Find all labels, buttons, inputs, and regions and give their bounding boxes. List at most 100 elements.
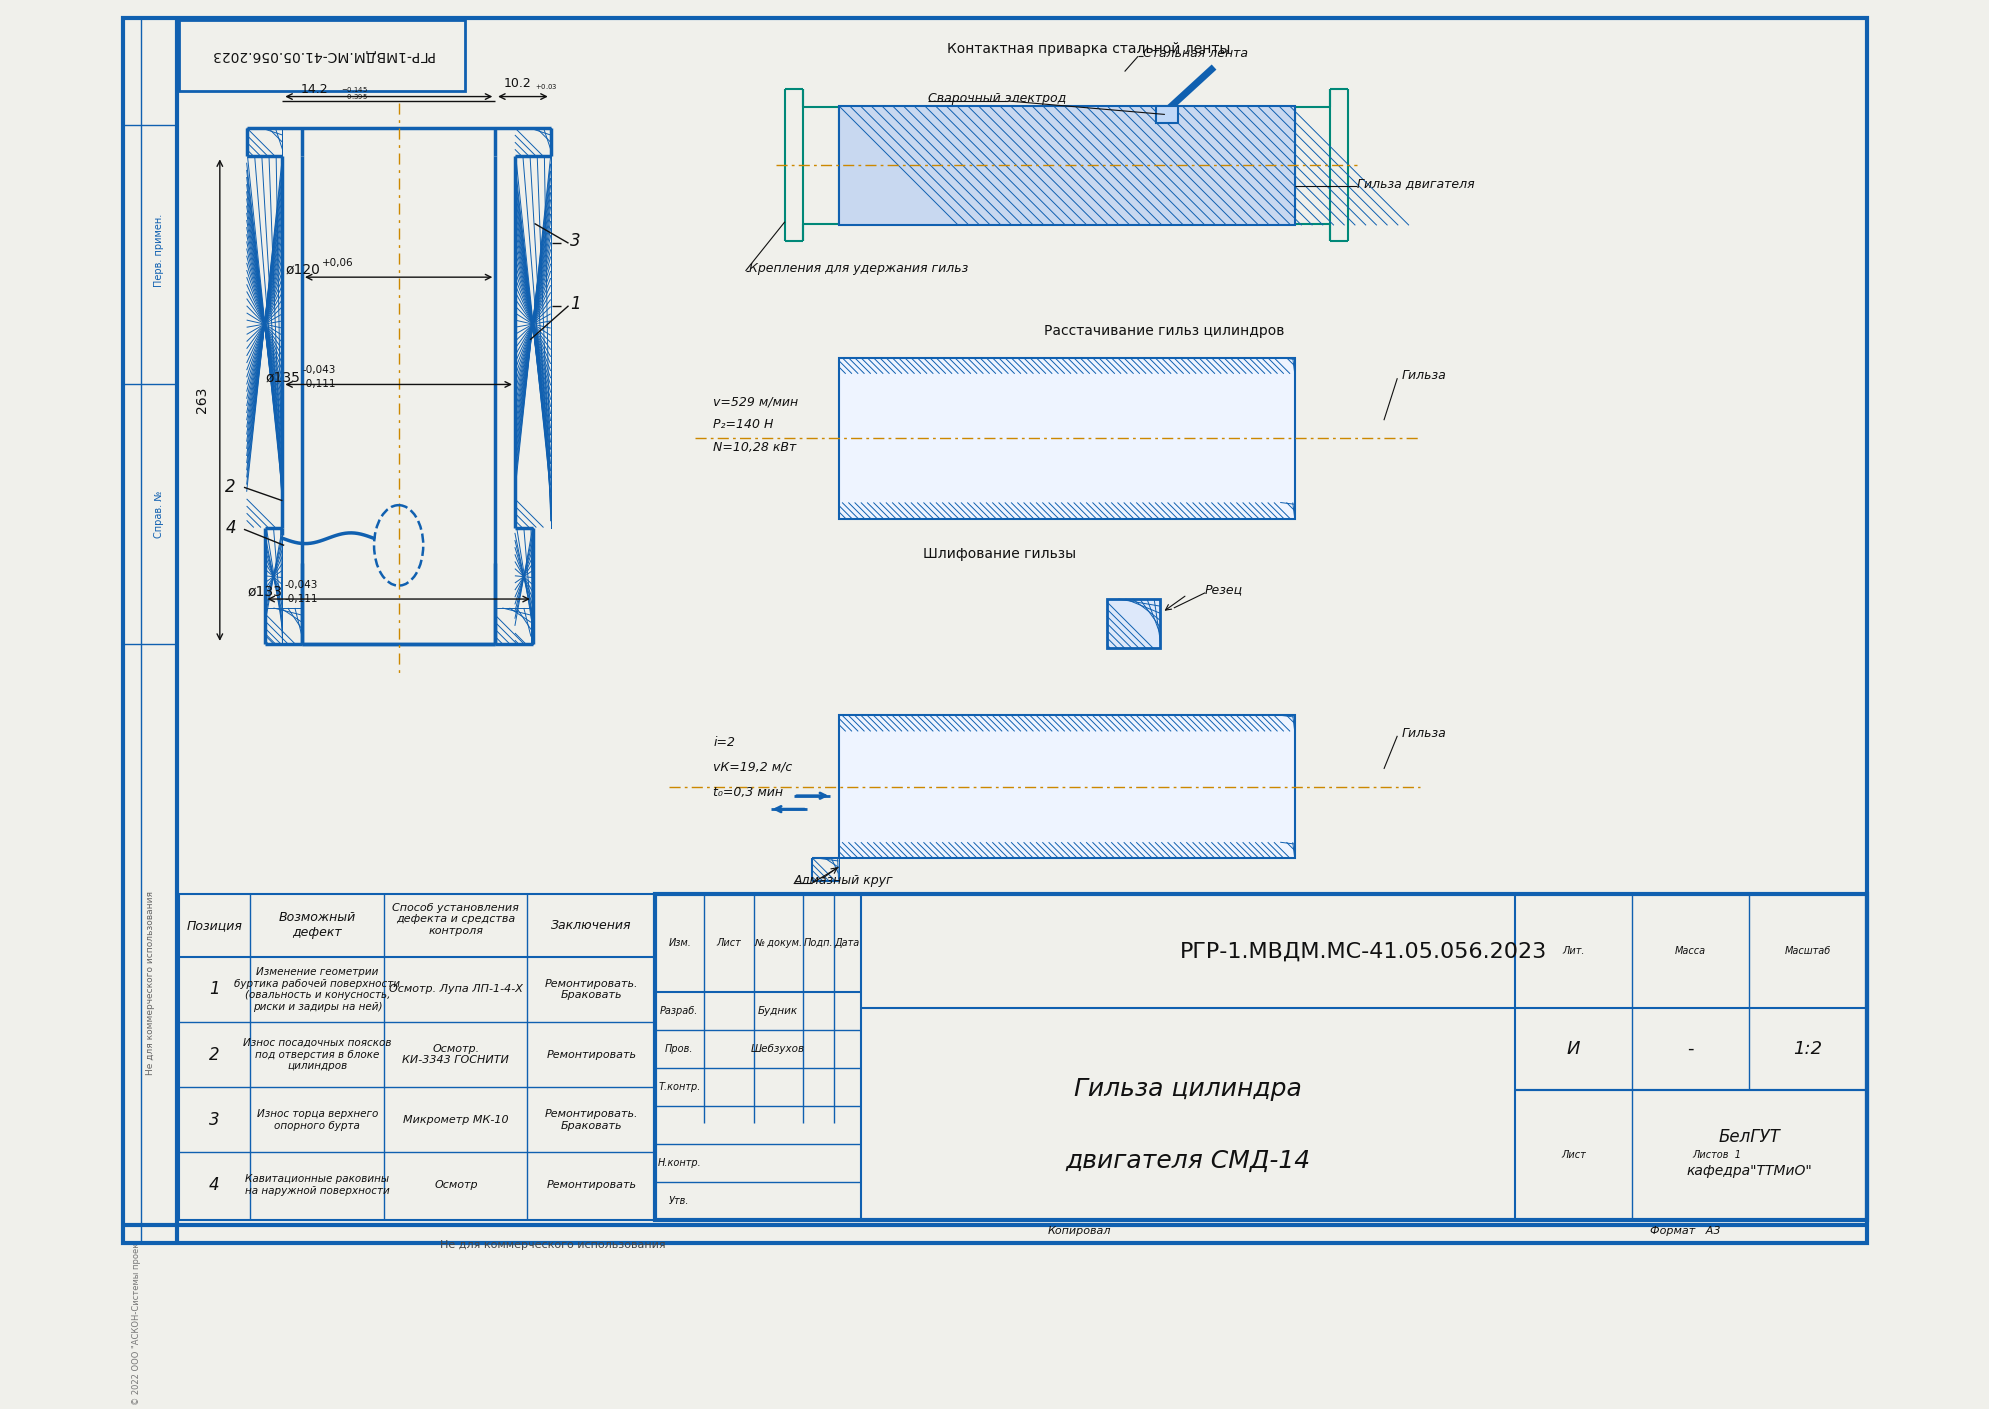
Text: 1:2: 1:2 xyxy=(1792,1040,1822,1058)
Text: $^{+0.03}$: $^{+0.03}$ xyxy=(535,85,557,94)
Polygon shape xyxy=(1347,738,1382,836)
Text: -0,111: -0,111 xyxy=(302,379,336,389)
Text: Гильза: Гильза xyxy=(1400,727,1446,740)
Text: i=2: i=2 xyxy=(712,735,736,748)
Text: 3: 3 xyxy=(209,1110,219,1129)
Text: ø133: ø133 xyxy=(247,585,282,599)
Text: Подп.: Подп. xyxy=(804,938,833,948)
Text: 3: 3 xyxy=(571,232,581,251)
Text: Лит.: Лит. xyxy=(1561,947,1583,957)
Text: 10.2: 10.2 xyxy=(503,76,531,90)
Text: Способ установления
дефекта и средства
контроля: Способ установления дефекта и средства к… xyxy=(392,903,519,936)
Bar xyxy=(837,716,1295,858)
Text: Осмотр.
КИ-3343 ГОСНИТИ: Осмотр. КИ-3343 ГОСНИТИ xyxy=(402,1044,509,1065)
Polygon shape xyxy=(784,373,829,503)
Text: Шлифование гильзы: Шлифование гильзы xyxy=(923,547,1076,561)
Text: Возможный
дефект: Возможный дефект xyxy=(278,912,356,940)
Text: Справ. №: Справ. № xyxy=(153,490,163,538)
Polygon shape xyxy=(1303,373,1347,503)
Text: Сварочный электрод: Сварочный электрод xyxy=(927,92,1066,104)
Text: 263: 263 xyxy=(195,387,209,413)
Text: Крепления для удержания гильз: Крепления для удержания гильз xyxy=(748,262,969,275)
Text: Гильза двигателя: Гильза двигателя xyxy=(1356,176,1474,190)
Text: РГР-1МВДМ.МС-41.05.056.2023: РГР-1МВДМ.МС-41.05.056.2023 xyxy=(209,48,434,62)
Text: двигателя СМД-14: двигателя СМД-14 xyxy=(1064,1148,1309,1174)
Text: v=529 м/мин: v=529 м/мин xyxy=(712,396,798,409)
Bar xyxy=(179,895,654,1220)
Text: Будник: Будник xyxy=(758,1006,798,1016)
Text: $^{-0.145}_{-0.395}$: $^{-0.145}_{-0.395}$ xyxy=(340,86,368,103)
Text: Заключения: Заключения xyxy=(551,919,631,931)
Text: Микрометр МК-10: Микрометр МК-10 xyxy=(404,1115,509,1124)
Text: P₂=140 Н: P₂=140 Н xyxy=(712,418,774,431)
Polygon shape xyxy=(748,380,784,496)
Text: Ремонтировать.
Браковать: Ремонтировать. Браковать xyxy=(545,978,638,1000)
Text: № докум.: № докум. xyxy=(754,938,802,948)
Text: Износ посадочных поясков
под отверстия в блоке
цилиндров: Износ посадочных поясков под отверстия в… xyxy=(243,1038,392,1071)
Text: Контактная приварка стальной ленты: Контактная приварка стальной ленты xyxy=(947,42,1229,56)
Text: Н.контр.: Н.контр. xyxy=(656,1158,700,1168)
Text: Масса: Масса xyxy=(1675,947,1705,957)
Text: Резец: Резец xyxy=(1205,583,1243,596)
Text: Лист: Лист xyxy=(1559,1150,1585,1160)
Text: Алмазный круг: Алмазный круг xyxy=(794,874,893,888)
Text: Лист: Лист xyxy=(716,938,742,948)
Text: Т.контр.: Т.контр. xyxy=(658,1082,700,1092)
Text: Расстачивание гильз цилиндров: Расстачивание гильз цилиндров xyxy=(1044,324,1285,338)
Text: t₀=0,3 мин: t₀=0,3 мин xyxy=(712,786,784,799)
Polygon shape xyxy=(748,738,784,836)
Text: 14.2: 14.2 xyxy=(300,83,328,96)
Polygon shape xyxy=(1303,731,1347,843)
Text: И: И xyxy=(1565,1040,1579,1058)
Text: РГР-1.МВДМ.МС-41.05.056.2023: РГР-1.МВДМ.МС-41.05.056.2023 xyxy=(1179,941,1547,961)
Text: N=10,28 кВт: N=10,28 кВт xyxy=(712,441,796,454)
Text: Гильза: Гильза xyxy=(1400,369,1446,382)
Text: Утв.: Утв. xyxy=(668,1196,690,1206)
Text: -: - xyxy=(1687,1040,1693,1058)
Text: Износ торца верхнего
опорного бурта: Износ торца верхнего опорного бурта xyxy=(257,1109,378,1130)
Text: Дата: Дата xyxy=(835,938,859,948)
Text: -0,043: -0,043 xyxy=(302,365,336,375)
Text: ø120: ø120 xyxy=(284,263,320,278)
Text: Масштаб: Масштаб xyxy=(1784,947,1830,957)
Text: Осмотр. Лупа ЛП-1-4-Х: Осмотр. Лупа ЛП-1-4-Х xyxy=(388,985,523,995)
Text: 2: 2 xyxy=(225,478,237,496)
Text: ø135: ø135 xyxy=(265,371,300,385)
Bar xyxy=(1156,106,1177,124)
Text: Не для коммерческого использования: Не для коммерческого использования xyxy=(440,1240,664,1250)
Text: БелГУТ: БелГУТ xyxy=(1718,1129,1780,1147)
Bar xyxy=(837,106,1295,225)
Text: 4: 4 xyxy=(225,519,237,537)
Text: Копировал: Копировал xyxy=(1046,1226,1110,1236)
Text: 2: 2 xyxy=(209,1045,219,1064)
Text: Осмотр: Осмотр xyxy=(434,1181,477,1191)
Text: 1: 1 xyxy=(571,294,581,313)
Text: Не для коммерческого использования: Не для коммерческого использования xyxy=(145,892,155,1075)
Bar xyxy=(837,358,1295,519)
Text: Позиция: Позиция xyxy=(187,919,243,931)
Text: Листов  1: Листов 1 xyxy=(1691,1150,1740,1160)
Text: кафедра"ТТМиО": кафедра"ТТМиО" xyxy=(1685,1164,1812,1178)
Text: Изменение геометрии
буртика рабочей поверхности
(овальность и конусность,
риски : Изменение геометрии буртика рабочей пове… xyxy=(235,967,400,1012)
Bar xyxy=(654,895,1866,1220)
Text: Формат   А3: Формат А3 xyxy=(1649,1226,1718,1236)
Text: 4: 4 xyxy=(209,1177,219,1193)
Text: © 2022 ООО "АСКОН-Системы проектирования" Россия Все права защищены: © 2022 ООО "АСКОН-Системы проектирования… xyxy=(131,1062,141,1405)
Text: Кавитационные раковины
на наружной поверхности: Кавитационные раковины на наружной повер… xyxy=(245,1174,390,1196)
Text: Гильза цилиндра: Гильза цилиндра xyxy=(1074,1076,1301,1100)
Text: -0,111: -0,111 xyxy=(284,595,318,604)
Text: -0,043: -0,043 xyxy=(284,579,318,590)
Text: Разраб.: Разраб. xyxy=(660,1006,698,1016)
Polygon shape xyxy=(1347,380,1382,496)
Polygon shape xyxy=(784,731,829,843)
Text: Ремонтировать: Ремонтировать xyxy=(547,1050,636,1060)
Text: vК=19,2 м/с: vК=19,2 м/с xyxy=(712,761,792,774)
Text: Ремонтировать.
Браковать: Ремонтировать. Браковать xyxy=(545,1109,638,1130)
Text: Перв. примен.: Перв. примен. xyxy=(153,214,163,287)
Text: 1: 1 xyxy=(209,981,219,999)
Text: Пров.: Пров. xyxy=(664,1044,694,1054)
Text: Стальная лента: Стальная лента xyxy=(1142,46,1247,61)
Text: Шебзухов: Шебзухов xyxy=(750,1044,804,1054)
Bar xyxy=(1106,599,1160,648)
Bar xyxy=(179,20,465,92)
